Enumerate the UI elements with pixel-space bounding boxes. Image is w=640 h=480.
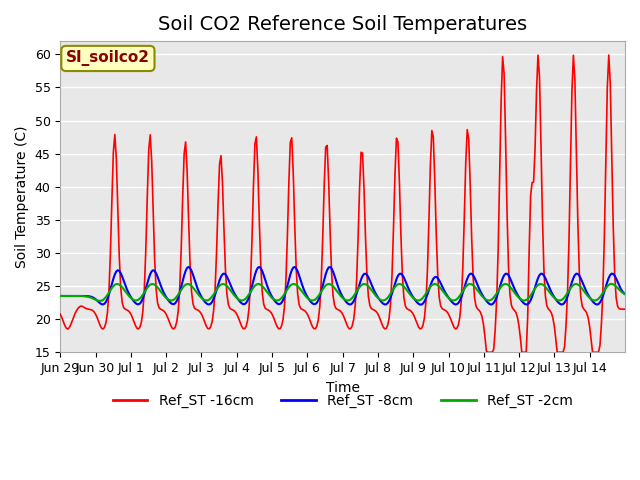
Title: Soil CO2 Reference Soil Temperatures: Soil CO2 Reference Soil Temperatures — [158, 15, 527, 34]
Y-axis label: Soil Temperature (C): Soil Temperature (C) — [15, 125, 29, 268]
X-axis label: Time: Time — [326, 381, 360, 395]
Legend: Ref_ST -16cm, Ref_ST -8cm, Ref_ST -2cm: Ref_ST -16cm, Ref_ST -8cm, Ref_ST -2cm — [107, 388, 578, 414]
Text: SI_soilco2: SI_soilco2 — [66, 50, 150, 66]
